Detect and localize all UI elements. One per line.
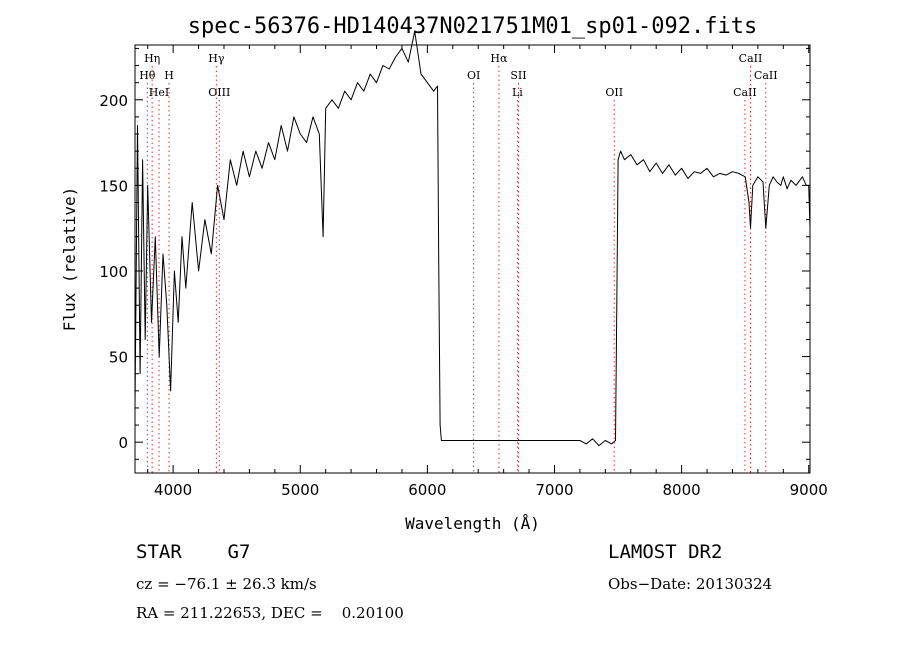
x-tick-label: 8000 <box>663 481 701 499</box>
y-tick-label: 150 <box>99 177 128 195</box>
line-label: CaII <box>739 52 763 65</box>
line-label: Hη <box>144 52 160 65</box>
object-class-label: STAR G7 <box>136 541 251 563</box>
line-label: Hγ <box>208 52 225 65</box>
x-axis-label: Wavelength (Å) <box>405 514 540 533</box>
line-label: Li <box>512 86 523 99</box>
line-label: H <box>164 69 174 82</box>
x-tick-label: 6000 <box>408 481 446 499</box>
plot-frame <box>134 44 811 474</box>
line-label: OIII <box>208 86 230 99</box>
x-tick-label: 9000 <box>790 481 828 499</box>
y-axis-label: Flux (relative) <box>60 187 79 332</box>
line-label: CaII <box>754 69 778 82</box>
y-tick-label: 200 <box>99 92 128 110</box>
line-label: Hθ <box>139 69 156 82</box>
coordinates-label: RA = 211.22653, DEC = 0.20100 <box>136 604 404 622</box>
x-tick-label: 7000 <box>535 481 573 499</box>
line-label: HeI <box>149 86 169 99</box>
y-tick-label: 0 <box>118 434 128 452</box>
x-tick-label: 4000 <box>154 481 192 499</box>
line-label: Hα <box>490 52 508 65</box>
y-tick-label: 100 <box>99 263 128 281</box>
line-label: OI <box>467 69 480 82</box>
x-tick-label: 5000 <box>281 481 319 499</box>
survey-label: LAMOST DR2 <box>608 541 723 563</box>
line-label: CaII <box>733 86 757 99</box>
spectrum-line <box>134 30 811 447</box>
line-label: SII <box>510 69 526 82</box>
observation-date-label: Obs−Date: 20130324 <box>608 575 773 593</box>
redshift-velocity-label: cz = −76.1 ± 26.3 km/s <box>136 575 317 593</box>
line-label: OII <box>605 86 623 99</box>
y-tick-label: 50 <box>109 349 128 367</box>
chart-title: spec-56376-HD140437N021751M01_sp01-092.f… <box>188 14 758 39</box>
